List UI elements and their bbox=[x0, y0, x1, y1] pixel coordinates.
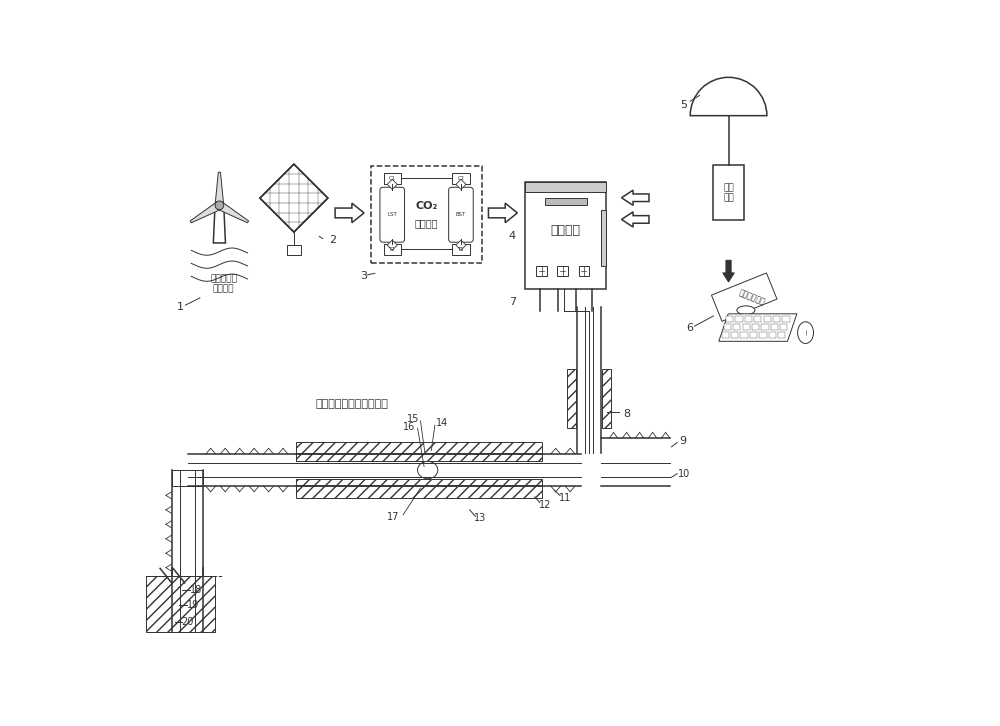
Polygon shape bbox=[217, 202, 249, 223]
Text: C1: C1 bbox=[389, 176, 396, 181]
FancyBboxPatch shape bbox=[449, 187, 473, 242]
Bar bbox=[752, 324, 759, 330]
Text: 19: 19 bbox=[187, 600, 199, 610]
Text: 11: 11 bbox=[559, 492, 571, 502]
Bar bbox=[773, 316, 780, 322]
Bar bbox=[735, 316, 743, 322]
Bar bbox=[782, 316, 790, 322]
Polygon shape bbox=[711, 273, 777, 322]
Bar bbox=[759, 332, 767, 338]
Bar bbox=[726, 316, 733, 322]
Bar bbox=[764, 316, 771, 322]
Ellipse shape bbox=[418, 461, 438, 478]
Polygon shape bbox=[488, 203, 517, 223]
Polygon shape bbox=[622, 190, 649, 205]
Bar bbox=[740, 332, 748, 338]
Text: 9: 9 bbox=[679, 436, 687, 446]
Ellipse shape bbox=[737, 306, 755, 314]
Text: 15: 15 bbox=[407, 414, 419, 424]
Bar bbox=[146, 576, 215, 632]
Text: 17: 17 bbox=[387, 512, 399, 522]
Text: 远程作业装置: 远程作业装置 bbox=[738, 288, 767, 306]
Bar bbox=[761, 324, 769, 330]
Text: 18: 18 bbox=[190, 585, 202, 595]
Bar bbox=[296, 478, 542, 498]
Text: 14: 14 bbox=[436, 418, 448, 428]
Polygon shape bbox=[213, 205, 225, 243]
Text: C2: C2 bbox=[457, 176, 464, 181]
Polygon shape bbox=[622, 212, 649, 227]
Polygon shape bbox=[335, 203, 364, 223]
Text: 供电装置: 供电装置 bbox=[213, 285, 234, 294]
Polygon shape bbox=[387, 179, 397, 189]
Text: CO₂: CO₂ bbox=[415, 201, 438, 211]
Text: 3: 3 bbox=[361, 272, 368, 281]
Bar bbox=[384, 173, 401, 184]
Polygon shape bbox=[387, 240, 397, 250]
Bar bbox=[731, 332, 738, 338]
Polygon shape bbox=[215, 172, 224, 205]
Polygon shape bbox=[456, 179, 466, 189]
Bar bbox=[545, 197, 587, 205]
Text: 1: 1 bbox=[177, 302, 184, 312]
Polygon shape bbox=[456, 240, 466, 250]
Bar bbox=[722, 332, 729, 338]
Bar bbox=[733, 324, 740, 330]
Bar bbox=[384, 244, 401, 255]
Bar bbox=[602, 369, 611, 428]
Bar bbox=[754, 316, 761, 322]
Bar bbox=[287, 245, 301, 255]
Bar bbox=[780, 324, 787, 330]
Bar bbox=[567, 369, 576, 428]
Bar bbox=[536, 266, 547, 277]
Polygon shape bbox=[260, 164, 328, 232]
Bar bbox=[371, 166, 482, 264]
Text: 储能装置: 储能装置 bbox=[415, 219, 438, 229]
Text: T2: T2 bbox=[389, 247, 396, 252]
Circle shape bbox=[215, 201, 224, 210]
Text: 预警
装置: 预警 装置 bbox=[723, 183, 734, 203]
Text: 可再生能源: 可再生能源 bbox=[210, 274, 237, 283]
Bar bbox=[771, 324, 778, 330]
Bar bbox=[724, 324, 731, 330]
Text: 6: 6 bbox=[686, 323, 693, 333]
Bar bbox=[296, 442, 542, 461]
Bar bbox=[750, 332, 757, 338]
Text: 8: 8 bbox=[623, 409, 630, 419]
Bar bbox=[452, 173, 470, 184]
Bar bbox=[557, 266, 568, 277]
Text: 16: 16 bbox=[403, 422, 415, 432]
Ellipse shape bbox=[798, 322, 814, 343]
Text: 12: 12 bbox=[539, 499, 551, 510]
Text: 13: 13 bbox=[474, 513, 486, 523]
Text: LST: LST bbox=[387, 212, 397, 217]
Bar bbox=[713, 166, 744, 220]
Wedge shape bbox=[690, 78, 767, 115]
Text: 10: 10 bbox=[678, 470, 691, 479]
Text: 20: 20 bbox=[181, 617, 194, 627]
Text: 5: 5 bbox=[680, 99, 687, 110]
Bar bbox=[743, 324, 750, 330]
Text: 7: 7 bbox=[509, 297, 516, 307]
Text: BST: BST bbox=[456, 212, 466, 217]
Text: 油气输运管道电加热装置: 油气输运管道电加热装置 bbox=[315, 399, 388, 409]
Bar bbox=[525, 182, 606, 192]
Bar bbox=[525, 182, 606, 289]
Polygon shape bbox=[172, 470, 203, 486]
FancyBboxPatch shape bbox=[380, 187, 405, 242]
Bar bbox=[579, 266, 589, 277]
Polygon shape bbox=[190, 202, 222, 223]
Bar bbox=[769, 332, 776, 338]
Text: 控制装置: 控制装置 bbox=[551, 224, 581, 237]
Text: 4: 4 bbox=[509, 231, 516, 241]
Bar bbox=[778, 332, 785, 338]
Text: T1: T1 bbox=[458, 247, 464, 252]
Bar bbox=[601, 210, 606, 266]
Bar bbox=[745, 316, 752, 322]
Bar bbox=[452, 244, 470, 255]
Text: 2: 2 bbox=[329, 235, 336, 245]
Polygon shape bbox=[719, 314, 797, 341]
Polygon shape bbox=[723, 261, 734, 282]
